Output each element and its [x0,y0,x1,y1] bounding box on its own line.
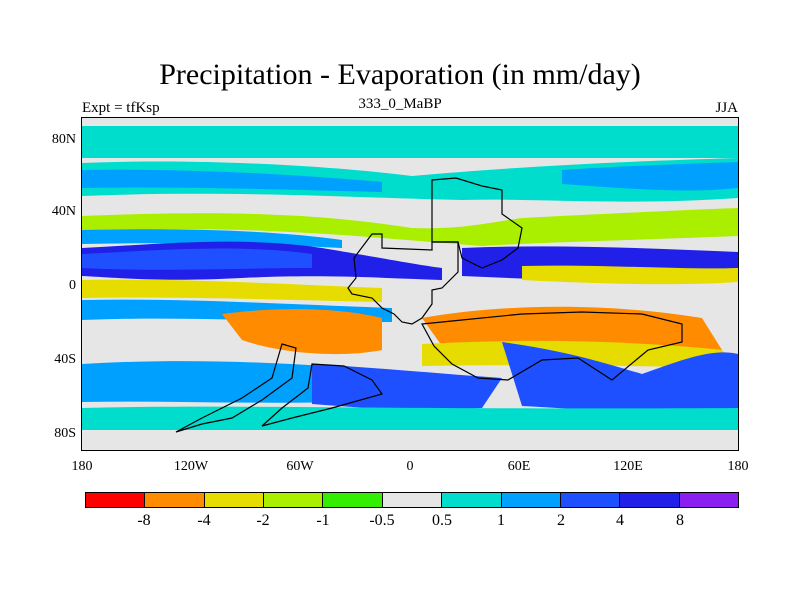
colorbar-label: -2 [256,512,270,529]
lat-tick: 80N [51,132,76,147]
field-band-asia-blue [562,162,738,191]
continent-outline-south [421,311,683,381]
colorbar-box [323,492,383,508]
field-band-s-deep [312,364,502,410]
colorbar-box [501,492,561,508]
colorbar-box [85,492,146,508]
field-band-s-dry-east [422,306,722,350]
colorbar-label: 8 [676,512,684,529]
lat-tick: 40S [54,352,76,367]
lon-tick: 120E [613,459,643,474]
field-band-itcz-inner [82,248,312,270]
field-band-n-polar [82,126,738,158]
experiment-label: Expt = tfKsp [82,100,160,116]
field-band-n-dry [82,208,738,246]
field-band-antarctic [82,430,738,450]
colorbar [85,492,739,508]
lon-tick: 0 [406,459,414,474]
lat-tick: 0 [69,278,76,293]
colorbar-label: 0.5 [432,512,452,529]
field-band-s-polar [82,406,738,433]
colorbar-label: -1 [316,512,330,529]
colorbar-label: -4 [197,512,211,529]
colorbar-box [679,492,739,508]
lon-tick: 180 [727,459,749,474]
season-label: JJA [715,100,738,116]
colorbar-box [382,492,443,508]
field-band-s-wet [82,361,382,403]
map-field [82,118,738,450]
colorbar-box [264,492,324,508]
colorbar-label: -0.5 [369,512,395,529]
colorbar-label: 2 [557,512,565,529]
lon-tick: 60E [507,459,531,474]
lon-tick: 60W [286,459,314,474]
field-band-n-high [82,158,738,202]
field-band-equator-dry [522,265,738,285]
continent-outline-africa [347,233,459,325]
colorbar-box [442,492,502,508]
continent-outline-antarctic-margin [261,363,383,427]
field-band-s-dry-west [222,309,382,355]
lon-tick: 180 [71,459,93,474]
lat-tick: 80S [54,426,76,441]
lat-tick: 40N [51,204,76,219]
colorbar-box [560,492,621,508]
continent-outline-south-america [175,343,297,433]
colorbar-box [145,492,205,508]
colorbar-box [204,492,265,508]
colorbar-label: 1 [497,512,505,529]
map-title: Precipitation - Evaporation (in mm/day) [159,58,641,91]
field-band-n-high-blue [82,169,382,192]
field-band-s-east-deep [502,342,738,416]
lon-tick: 120W [173,459,209,474]
colorbar-label: -8 [137,512,151,529]
precipitation-evaporation-map [81,117,739,451]
period-label: 333_0_MaBP [358,96,442,112]
colorbar-box [620,492,680,508]
field-band-eq-yellow [82,279,382,302]
continent-outline-eurasia [431,177,523,269]
colorbar-label: 4 [616,512,624,529]
